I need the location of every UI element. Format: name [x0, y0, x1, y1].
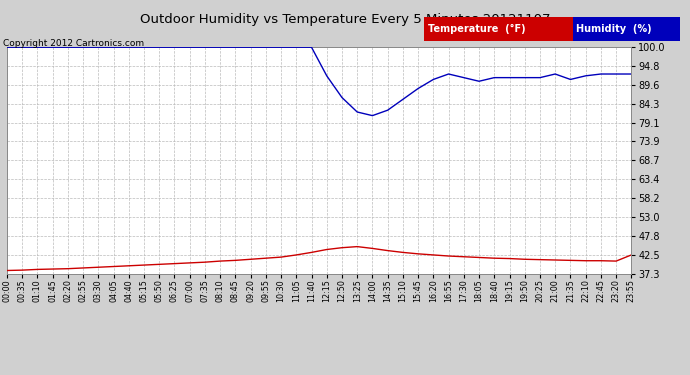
Text: Temperature  (°F): Temperature (°F) — [428, 24, 525, 34]
Text: Outdoor Humidity vs Temperature Every 5 Minutes 20121107: Outdoor Humidity vs Temperature Every 5 … — [140, 13, 550, 26]
Text: Copyright 2012 Cartronics.com: Copyright 2012 Cartronics.com — [3, 39, 145, 48]
Text: Humidity  (%): Humidity (%) — [576, 24, 652, 34]
